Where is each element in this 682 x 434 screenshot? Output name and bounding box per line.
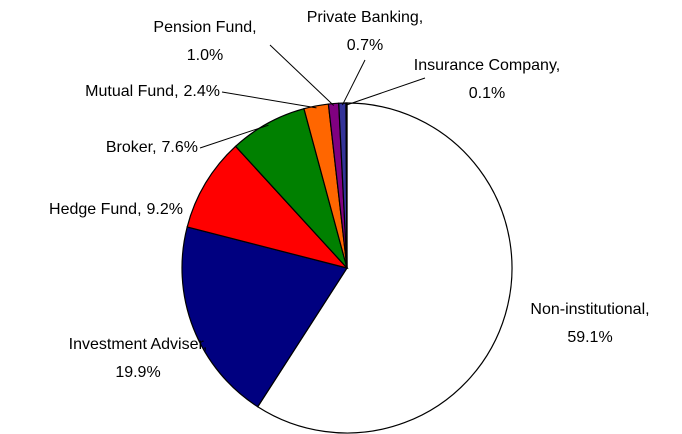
slice-value-label: 19.9% (115, 364, 160, 381)
leader-line (341, 59, 366, 106)
pie-slice (345, 102, 348, 269)
slice-value-label: 0.1% (469, 85, 505, 102)
slice-category: Pension Fund, (153, 19, 256, 36)
pie-slice (186, 145, 349, 270)
slice-value-label: 59.1% (567, 329, 612, 346)
slice-label: Hedge Fund, 9.2% (49, 201, 183, 218)
slice-category: Mutual Fund, (85, 83, 178, 100)
slice-value-label: 0.7% (347, 37, 383, 54)
slice-value-label: 1.0% (187, 47, 223, 64)
slice-category: Hedge Fund, (49, 201, 142, 218)
leader-line (221, 91, 317, 109)
slice-label: Private Banking, 0.7% (307, 9, 424, 54)
slice-category: Investment Adviser, (69, 336, 208, 353)
slice-label: Broker, 7.6% (106, 139, 198, 156)
leader-line (269, 44, 335, 106)
pie-slice (256, 102, 513, 434)
slice-value-label: 9.2% (147, 201, 183, 218)
slice-value-label: 7.6% (162, 139, 198, 156)
slice-category: Private Banking, (307, 9, 424, 26)
slice-label: Insurance Company, 0.1% (414, 57, 560, 102)
slice-value-label: 2.4% (184, 83, 220, 100)
slice-label: Pension Fund, 1.0% (153, 19, 256, 64)
slice-label: Non-institutional, 59.1% (530, 301, 649, 346)
slice-label: Mutual Fund, 2.4% (85, 83, 220, 100)
slice-category: Broker, (106, 139, 157, 156)
slice-category: Non-institutional, (530, 301, 649, 318)
leader-line (199, 124, 269, 149)
slice-category: Insurance Company, (414, 57, 560, 74)
leader-line (346, 77, 426, 106)
pie-slice (181, 226, 348, 408)
slice-label: Investment Adviser, 19.9% (69, 336, 208, 381)
